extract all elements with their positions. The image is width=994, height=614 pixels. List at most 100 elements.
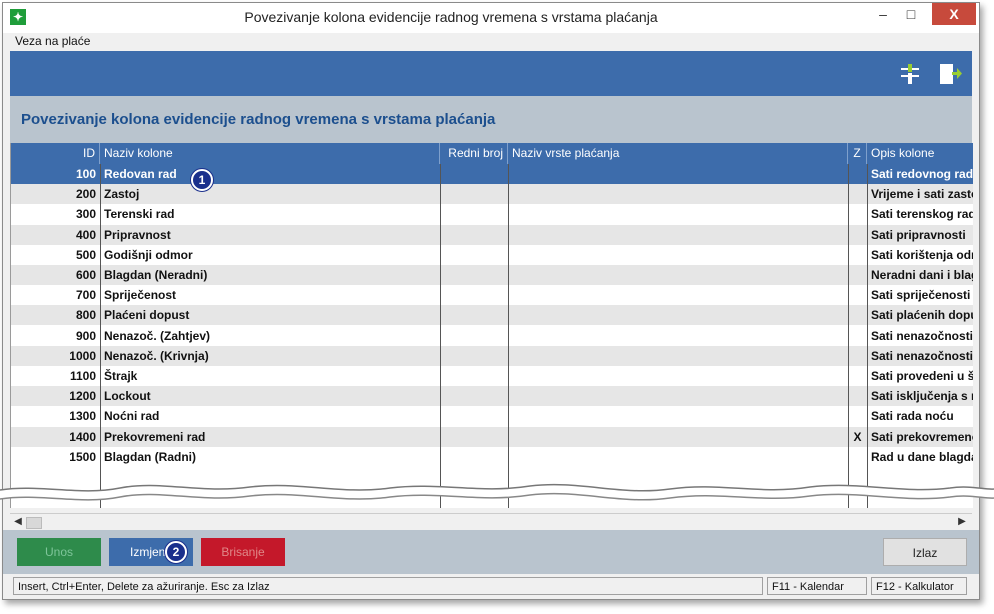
brisanje-button[interactable]: Brisanje xyxy=(201,538,285,566)
cell-naziv-vrste-placanja xyxy=(508,386,848,406)
cell-naziv-vrste-placanja xyxy=(508,406,848,426)
cell-id: 900 xyxy=(75,328,96,343)
cell-opis-kolone: Neradni dani i blagd xyxy=(871,268,973,282)
cell-naziv-kolone: Terenski rad xyxy=(104,207,175,222)
column-header-opis-kolone[interactable]: Opis kolone xyxy=(871,146,935,160)
cell-id: 200 xyxy=(75,187,96,202)
table-row[interactable]: 700 Spriječenost Sati spriječenosti za xyxy=(11,285,973,306)
table-row[interactable]: 1500 Blagdan (Radni) Rad u dane blagdan xyxy=(11,446,973,467)
cell-id: 1000 xyxy=(69,348,96,363)
cell-z xyxy=(848,285,867,305)
cell-z xyxy=(848,305,867,325)
close-button[interactable]: X xyxy=(932,3,976,25)
cell-id: 1100 xyxy=(69,369,96,383)
table-row[interactable]: 1000 Nenazoč. (Krivnja) Sati nenazočnosti … xyxy=(11,345,973,366)
grid-header: ID Naziv kolone Redni broj Naziv vrste p… xyxy=(11,143,973,164)
column-divider xyxy=(867,164,868,508)
cell-id: 800 xyxy=(75,308,96,323)
izlaz-button[interactable]: Izlaz xyxy=(883,538,967,566)
cell-redni-broj xyxy=(440,184,508,204)
scroll-right-icon[interactable]: ▶ xyxy=(958,516,966,527)
table-row[interactable]: 400 Pripravnost Sati pripravnosti xyxy=(11,224,973,245)
cell-naziv-vrste-placanja xyxy=(508,285,848,305)
cell-redni-broj xyxy=(440,447,508,467)
column-header-redni-broj[interactable]: Redni broj xyxy=(440,143,508,164)
table-row[interactable]: 300 Terenski rad Sati terenskog rada xyxy=(11,204,973,225)
cell-naziv-vrste-placanja xyxy=(508,184,848,204)
cell-z xyxy=(848,346,867,366)
table-row[interactable]: 1100 Štrajk Sati provedeni u štr xyxy=(11,366,973,386)
status-kalendar: F11 - Kalendar xyxy=(767,577,867,595)
table-row[interactable]: 200 Zastoj Vrijeme i sati zastoj xyxy=(11,184,973,205)
cell-redni-broj xyxy=(440,285,508,305)
table-row[interactable]: 600 Blagdan (Neradni) Neradni dani i blagd xyxy=(11,265,973,285)
cell-id: 1500 xyxy=(69,449,96,464)
cell-redni-broj xyxy=(440,346,508,366)
app-icon: ✦ xyxy=(10,9,26,25)
cell-naziv-vrste-placanja xyxy=(508,305,848,325)
exit-icon[interactable] xyxy=(939,63,963,85)
cell-opis-kolone: Sati korištenja odm xyxy=(871,247,973,262)
table-row[interactable]: 1200 Lockout Sati isključenja s ra xyxy=(11,386,973,407)
cell-redni-broj xyxy=(440,406,508,426)
table-row[interactable]: 500 Godišnji odmor Sati korištenja odm xyxy=(11,244,973,265)
cell-z xyxy=(848,447,867,467)
cell-z xyxy=(848,366,867,386)
page-title: Povezivanje kolona evidencije radnog vre… xyxy=(21,111,496,128)
cell-opis-kolone: Rad u dane blagdan xyxy=(871,449,973,464)
table-row[interactable]: 900 Nenazoč. (Zahtjev) Sati nenazočnosti u xyxy=(11,325,973,346)
table-row[interactable]: 100 Redovan rad Sati redovnog rada xyxy=(11,164,973,184)
column-header-naziv-kolone[interactable]: Naziv kolone xyxy=(100,143,440,164)
cell-naziv-kolone: Prekovremeni rad xyxy=(104,429,206,444)
scroll-left-icon[interactable]: ◀ xyxy=(14,516,22,527)
menu-item-veza-na-place[interactable]: Veza na plaće xyxy=(15,34,91,48)
cell-naziv-vrste-placanja xyxy=(508,245,848,265)
maximize-button[interactable]: □ xyxy=(906,6,916,22)
settings-icon[interactable] xyxy=(899,63,921,85)
cell-naziv-vrste-placanja xyxy=(508,204,848,224)
table-row[interactable]: 800 Plaćeni dopust Sati plaćenih dopus xyxy=(11,305,973,326)
torn-edge-decoration xyxy=(0,483,994,501)
cell-z xyxy=(848,386,867,406)
minimize-button[interactable]: – xyxy=(879,6,887,22)
horizontal-scrollbar[interactable]: ◀ ▶ xyxy=(10,513,972,530)
cell-opis-kolone: Sati rada noću xyxy=(871,409,954,424)
cell-id: 1400 xyxy=(69,429,96,444)
cell-redni-broj xyxy=(440,245,508,265)
column-header-z[interactable]: Z xyxy=(848,143,867,164)
cell-naziv-vrste-placanja xyxy=(508,427,848,447)
cell-naziv-kolone: Zastoj xyxy=(104,187,140,202)
button-bar: Unos Izmjena Brisanje Izlaz 2 xyxy=(3,530,979,574)
table-row[interactable]: 1400 Prekovremeni rad X Sati prekovremenog xyxy=(11,426,973,447)
cell-naziv-kolone: Noćni rad xyxy=(104,409,160,424)
column-header-id[interactable]: ID xyxy=(11,143,100,164)
cell-opis-kolone: Sati isključenja s ra xyxy=(871,389,973,404)
cell-naziv-kolone: Lockout xyxy=(104,389,151,404)
window-title: Povezivanje kolona evidencije radnog vre… xyxy=(244,9,658,25)
cell-opis-kolone: Sati prekovremenog xyxy=(871,429,973,444)
status-bar: Insert, Ctrl+Enter, Delete za ažuriranje… xyxy=(3,574,979,599)
cell-redni-broj xyxy=(440,427,508,447)
cell-redni-broj xyxy=(440,265,508,285)
unos-button[interactable]: Unos xyxy=(17,538,101,566)
cell-opis-kolone: Sati pripravnosti xyxy=(871,227,966,242)
status-hint: Insert, Ctrl+Enter, Delete za ažuriranje… xyxy=(13,577,763,595)
cell-naziv-kolone: Blagdan (Neradni) xyxy=(104,268,208,282)
cell-opis-kolone: Sati terenskog rada xyxy=(871,207,973,222)
callout-badge-1: 1 xyxy=(191,169,213,191)
table-row[interactable]: 1300 Noćni rad Sati rada noću xyxy=(11,406,973,427)
cell-z xyxy=(848,204,867,224)
cell-redni-broj xyxy=(440,305,508,325)
cell-opis-kolone: Sati provedeni u štr xyxy=(871,369,973,383)
cell-z: X xyxy=(853,429,862,444)
column-header-naziv-vrste-placanja[interactable]: Naziv vrste plaćanja xyxy=(508,143,848,164)
cell-naziv-vrste-placanja xyxy=(508,326,848,346)
cell-id: 500 xyxy=(75,247,96,262)
cell-naziv-kolone: Redovan rad xyxy=(104,167,177,181)
scroll-thumb[interactable] xyxy=(26,517,42,529)
cell-redni-broj xyxy=(440,366,508,386)
cell-naziv-kolone: Nenazoč. (Zahtjev) xyxy=(104,328,211,343)
cell-z xyxy=(848,265,867,285)
cell-naziv-kolone: Blagdan (Radni) xyxy=(104,449,196,464)
cell-id: 700 xyxy=(75,288,96,303)
